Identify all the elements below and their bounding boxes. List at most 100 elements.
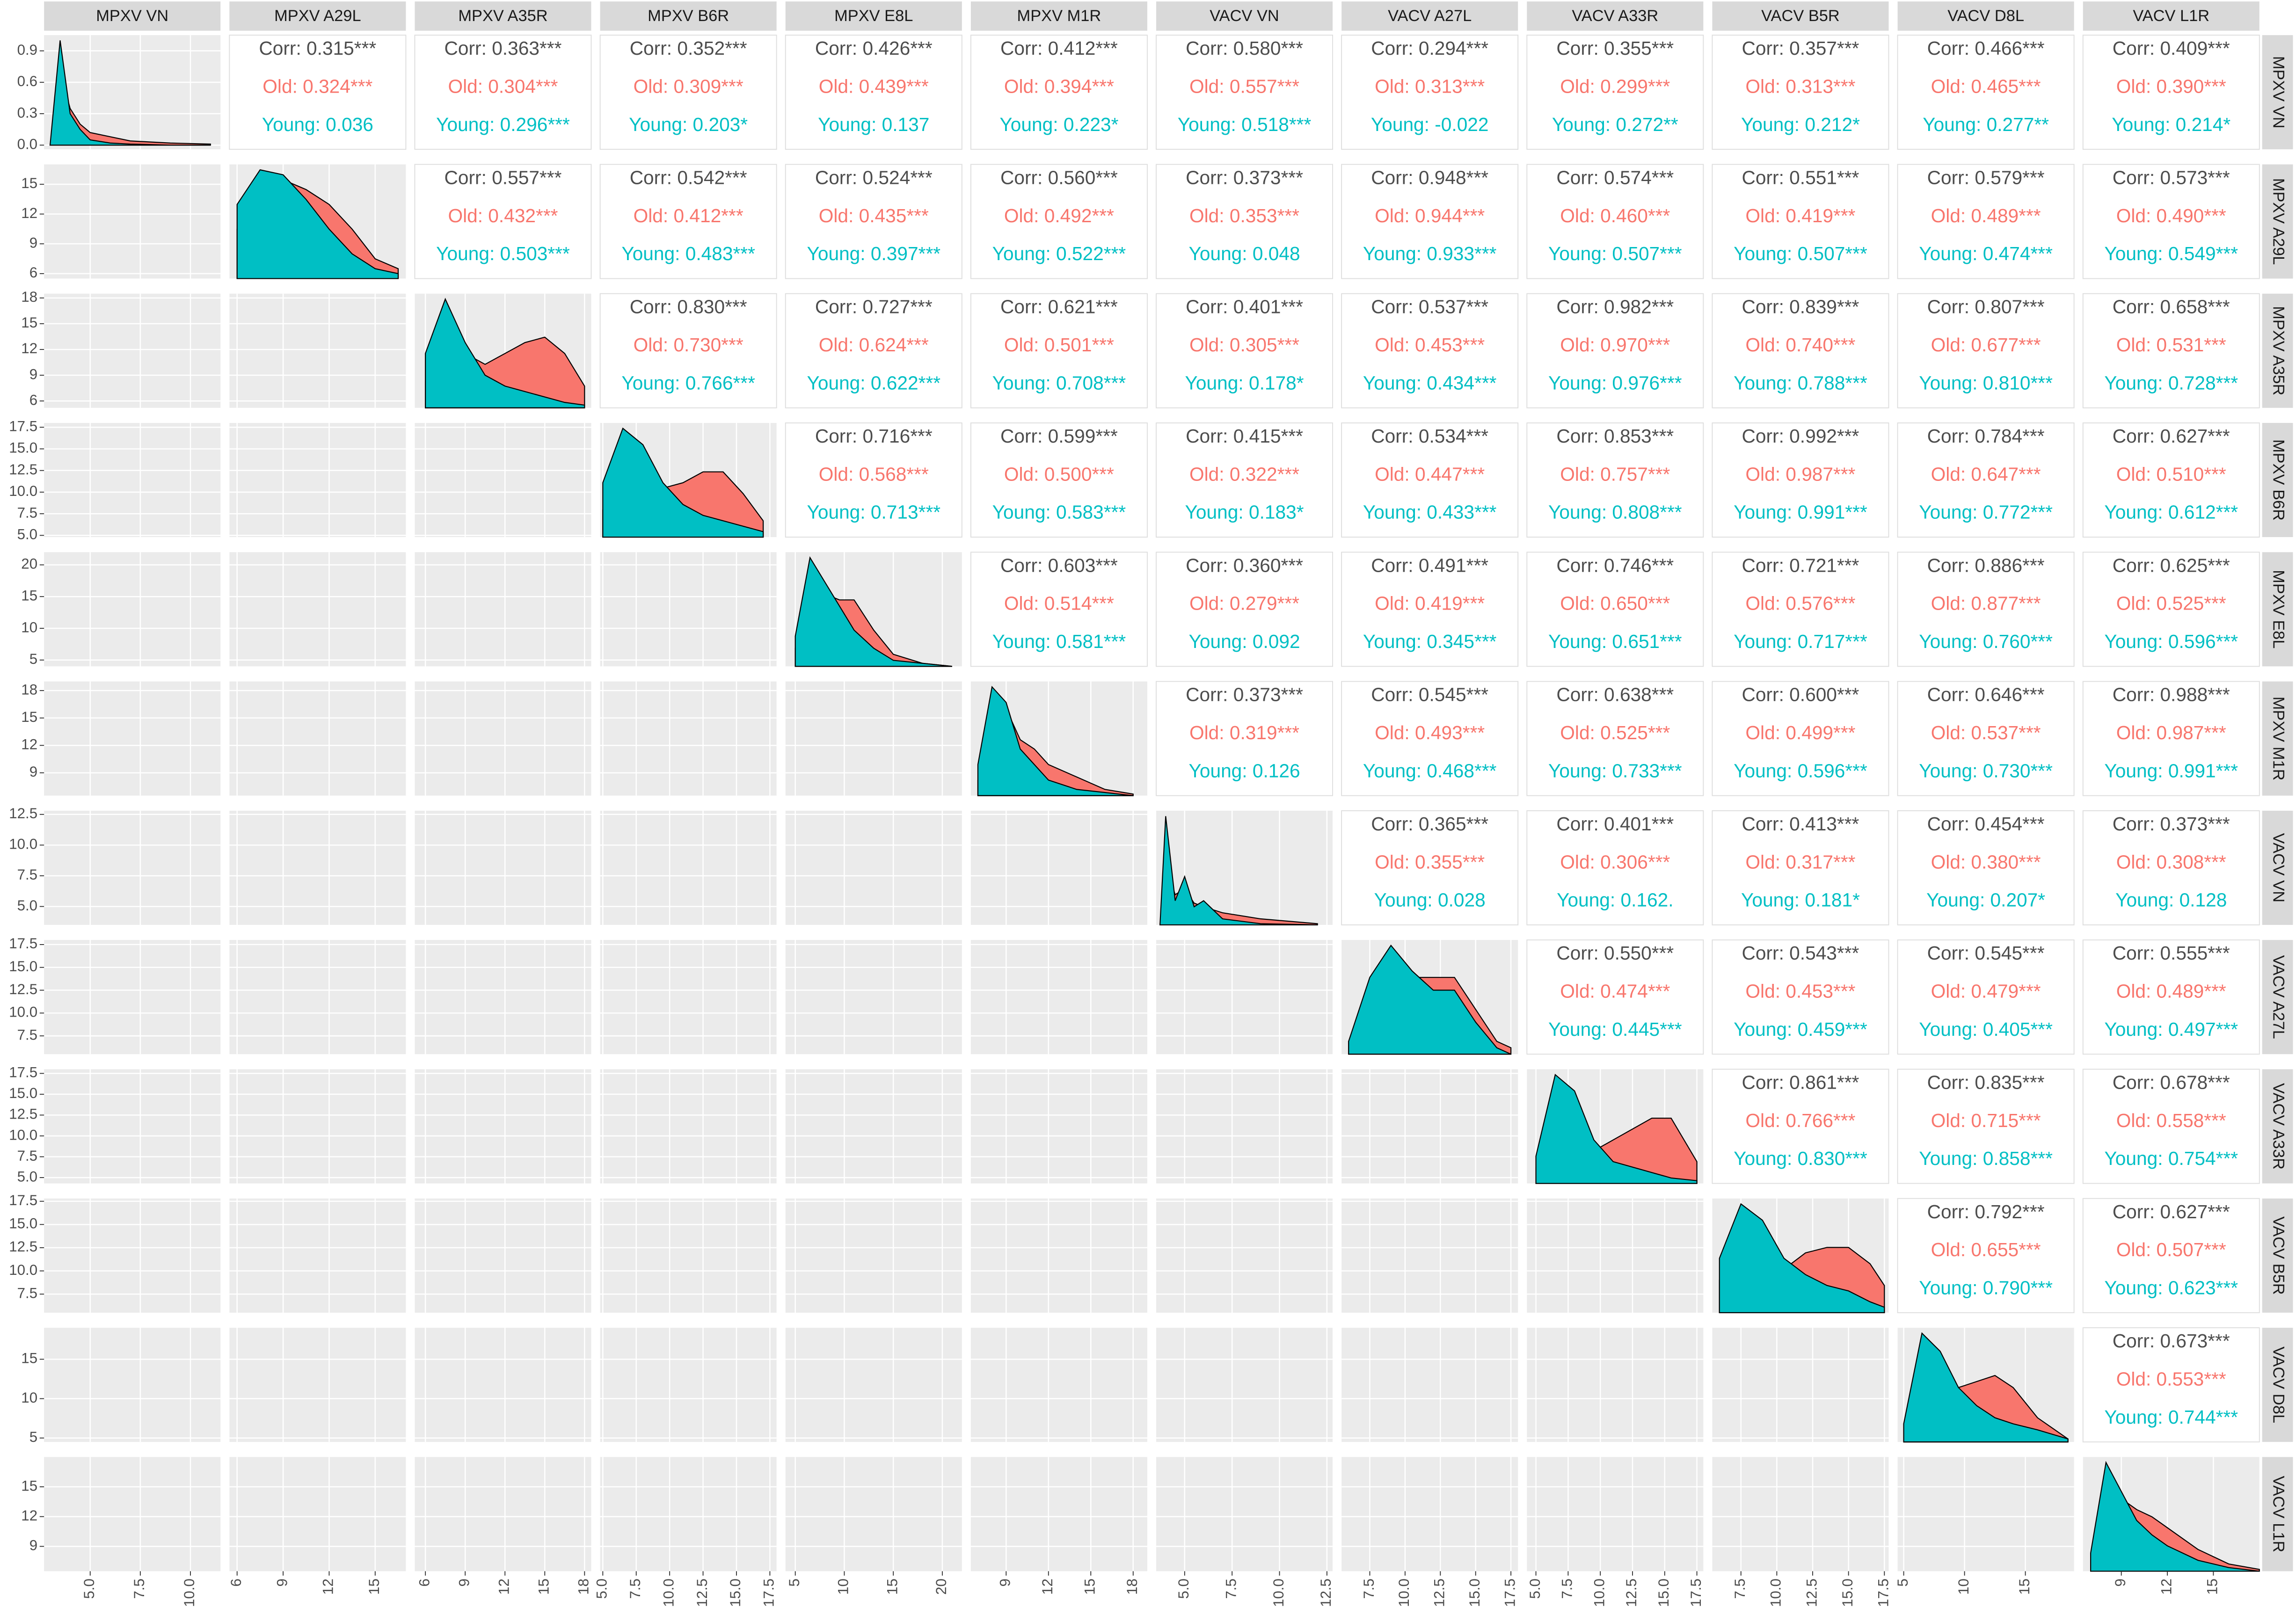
- corr-panel: [1712, 164, 1889, 279]
- x-tick-label: 10.0: [660, 1578, 677, 1607]
- corr-label: Corr: 0.545***: [1927, 942, 2045, 964]
- corr-label: Old: 0.766***: [1745, 1110, 1855, 1131]
- corr-label: Old: 0.877***: [1931, 593, 2041, 614]
- panel: [229, 681, 406, 796]
- corr-label: Old: 0.514***: [1004, 593, 1114, 614]
- corr-label: Corr: 0.721***: [1742, 554, 1859, 576]
- corr-label: Corr: 0.524***: [815, 167, 933, 188]
- strip-label: MPXV E8L: [834, 7, 913, 25]
- corr-panel: [2082, 1327, 2260, 1443]
- corr-label: Young: 0.434***: [1363, 372, 1497, 393]
- corr-label: Corr: 0.534***: [1371, 425, 1488, 447]
- strip-label: VACV L1R: [2133, 7, 2209, 25]
- corr-label: Young: 0.092: [1188, 631, 1300, 652]
- corr-label: Corr: 0.491***: [1371, 554, 1488, 576]
- panel: [600, 552, 777, 667]
- corr-label: Corr: 0.550***: [1556, 942, 1674, 964]
- corr-panel: [2082, 681, 2260, 796]
- corr-label: Young: 0.445***: [1548, 1018, 1682, 1040]
- corr-panel: [1897, 939, 2075, 1055]
- corr-label: Corr: 0.658***: [2113, 296, 2230, 318]
- strip-label: MPXV A29L: [2269, 178, 2287, 265]
- strip-label: MPXV VN: [96, 7, 168, 25]
- y-tick-label: 6: [29, 392, 37, 408]
- density-area: [1535, 1074, 1698, 1184]
- x-tick-label: 7.5: [1223, 1578, 1239, 1599]
- corr-label: Young: 0.212*: [1741, 114, 1860, 135]
- corr-label: Corr: 0.625***: [2113, 554, 2230, 576]
- panel: [600, 940, 777, 1055]
- y-tick-label: 10.0: [9, 1262, 37, 1278]
- strip-label: MPXV E8L: [2269, 570, 2287, 648]
- panel: [229, 940, 406, 1055]
- y-tick-label: 10: [21, 1389, 37, 1406]
- y-tick-label: 9: [29, 1537, 37, 1554]
- corr-label: Young: 0.790***: [1919, 1277, 2053, 1299]
- corr-label: Old: 0.474***: [1560, 981, 1670, 1002]
- corr-label: Corr: 0.413***: [1742, 813, 1859, 835]
- corr-label: Corr: 0.373***: [1186, 167, 1303, 188]
- corr-panel: [1897, 552, 2075, 667]
- corr-panel: [1897, 1198, 2075, 1313]
- strip-label: MPXV B6R: [648, 7, 729, 25]
- corr-panel: [1156, 681, 1334, 796]
- corr-label: Old: 0.987***: [1745, 463, 1855, 485]
- corr-label: Corr: 0.807***: [1927, 296, 2045, 318]
- density-area: [2090, 1461, 2260, 1572]
- corr-label: Young: 0.733***: [1548, 760, 1682, 781]
- corr-label: Corr: 0.886***: [1927, 554, 2045, 576]
- panel: [415, 1457, 591, 1571]
- x-tick-label: 15.0: [1839, 1578, 1856, 1607]
- corr-label: Corr: 0.784***: [1927, 425, 2045, 447]
- y-tick-label: 10.0: [9, 1004, 37, 1020]
- panel: [44, 552, 221, 667]
- panel: [785, 1198, 962, 1313]
- corr-label: Old: 0.319***: [1189, 722, 1299, 743]
- corr-label: Corr: 0.352***: [630, 37, 747, 59]
- strip-label: MPXV A29L: [274, 7, 361, 25]
- corr-panel: [599, 164, 777, 279]
- corr-panel: [970, 422, 1148, 538]
- corr-label: Young: 0.612***: [2104, 502, 2238, 523]
- corr-label: Corr: 0.835***: [1927, 1072, 2045, 1093]
- corr-label: Old: 0.757***: [1560, 463, 1670, 485]
- panel: [1897, 1457, 2074, 1571]
- corr-label: Corr: 0.360***: [1186, 554, 1303, 576]
- corr-panel: [1897, 164, 2075, 279]
- panel: [1341, 1328, 1518, 1442]
- strip-top: [415, 1, 591, 31]
- x-tick-label: 15: [366, 1578, 382, 1595]
- corr-label: Young: 0.223*: [999, 114, 1118, 135]
- corr-label: Corr: 0.412***: [1000, 37, 1118, 59]
- panel: [229, 1457, 406, 1571]
- corr-panel: [1712, 552, 1889, 667]
- y-tick-label: 15.0: [9, 958, 37, 975]
- corr-panel: [1156, 422, 1334, 538]
- corr-label: Corr: 0.545***: [1371, 684, 1488, 706]
- panel: [970, 1069, 1147, 1184]
- corr-label: Corr: 0.574***: [1556, 167, 1674, 188]
- corr-panel: [1526, 939, 1704, 1055]
- x-tick-label: 17.5: [761, 1578, 777, 1607]
- corr-label: Old: 0.465***: [1931, 75, 2041, 97]
- strip-label: VACV D8L: [2269, 1346, 2287, 1423]
- corr-label: Young: 0.596***: [1734, 760, 1867, 781]
- corr-panel: [785, 293, 962, 408]
- y-tick-label: 6: [29, 264, 37, 281]
- corr-label: Young: 0.397***: [807, 243, 940, 264]
- y-tick-label: 15: [21, 314, 37, 331]
- corr-label: Young: -0.022: [1371, 114, 1489, 135]
- density-area: [1903, 1332, 2069, 1443]
- corr-label: Young: 0.483***: [621, 243, 755, 264]
- corr-panel: [2082, 1198, 2260, 1313]
- y-tick-label: 10: [21, 619, 37, 635]
- corr-label: Young: 0.433***: [1363, 502, 1497, 523]
- corr-label: Corr: 0.373***: [2113, 813, 2230, 835]
- corr-label: Young: 0.518***: [1178, 114, 1312, 135]
- corr-panel: [1526, 552, 1704, 667]
- y-tick-label: 0.9: [17, 42, 37, 58]
- corr-label: Corr: 0.294***: [1371, 37, 1488, 59]
- y-tick-label: 12: [21, 205, 37, 221]
- panel: [415, 810, 591, 925]
- strip-top: [44, 1, 221, 31]
